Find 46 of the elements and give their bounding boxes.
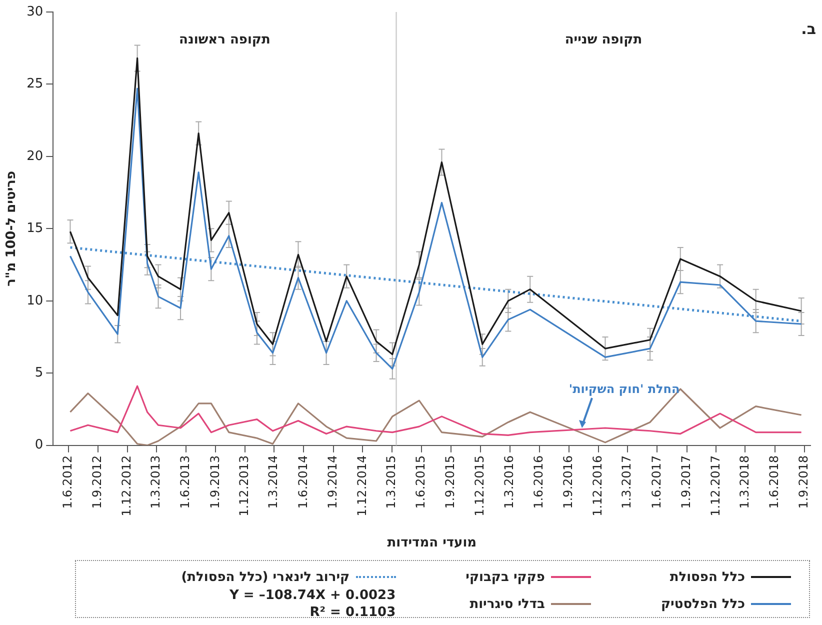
y-tick-label: 20: [26, 148, 44, 164]
y-tick-label: 5: [34, 365, 44, 380]
annotation: תקופה ראשונה: [179, 32, 270, 48]
x-tick-label: 1.12.2014: [354, 455, 369, 516]
y-tick-label: 30: [26, 4, 44, 20]
annotation: תקופה שנייה: [564, 32, 642, 48]
x-tick-label: 1.12.2017: [708, 455, 722, 516]
legend-label: פקקי בקבוקי: [466, 570, 545, 584]
text: Y = –108.74X + 0.0023: [228, 587, 396, 604]
x-tick-label: 1.3.2016: [502, 455, 516, 509]
x-tick-label: 1.6.2013: [178, 455, 192, 509]
x-tick-label: 1.6.2015: [414, 455, 428, 509]
x-tick-label: 1.12.2013: [237, 455, 252, 516]
y-tick-label: 15: [26, 221, 44, 236]
legend-label: קירוב לינארי (כלל הפסולת): [181, 570, 350, 584]
y-tick-label: 10: [26, 293, 44, 308]
legend-label: כלל הפסולת: [670, 570, 745, 584]
x-tick-label: 1.3.2013: [148, 455, 162, 509]
x-tick-label: 1.3.2014: [266, 455, 280, 509]
x-tick-label: 1.12.2016: [590, 455, 605, 516]
x-tick-label: 1.3.2017: [620, 455, 634, 509]
x-tick-label: 1.3.2018: [737, 455, 752, 509]
y-axis-title: פריטים ל-100 מ"ר: [4, 170, 20, 286]
x-tick-label: 1.9.2016: [561, 455, 576, 509]
x-axis-title: מועדי המדידות: [387, 536, 477, 551]
text: R² = 0.1103: [308, 604, 396, 621]
x-tick-label: 1.12.2015: [472, 455, 487, 516]
x-tick-label: 1.9.2013: [208, 455, 222, 509]
legend-label: כלל הפלסטיק: [660, 596, 745, 612]
x-tick-label: 1.6.2014: [296, 455, 310, 509]
x-tick-label: 1.6.2018: [766, 455, 781, 509]
x-tick-label: 1.9.2012: [90, 455, 104, 509]
x-tick-label: 1.9.2015: [443, 455, 458, 509]
annotation: החלת 'חוק השקיות': [568, 382, 680, 396]
x-tick-label: 1.9.2018: [796, 455, 811, 509]
x-tick-label: 1.9.2014: [326, 455, 340, 509]
y-tick-label: 0: [34, 438, 44, 453]
x-tick-label: 1.6.2017: [649, 455, 664, 509]
legend-label: בדלי סיגריות: [470, 596, 545, 612]
annotation: ב.: [801, 20, 816, 38]
x-tick-label: 1.6.2012: [60, 455, 74, 509]
x-tick-label: 1.12.2012: [119, 455, 134, 516]
x-tick-label: 1.9.2017: [678, 455, 693, 509]
x-tick-label: 1.6.2016: [532, 455, 546, 509]
x-tick-label: 1.3.2015: [384, 455, 398, 509]
y-tick-label: 25: [26, 76, 44, 92]
